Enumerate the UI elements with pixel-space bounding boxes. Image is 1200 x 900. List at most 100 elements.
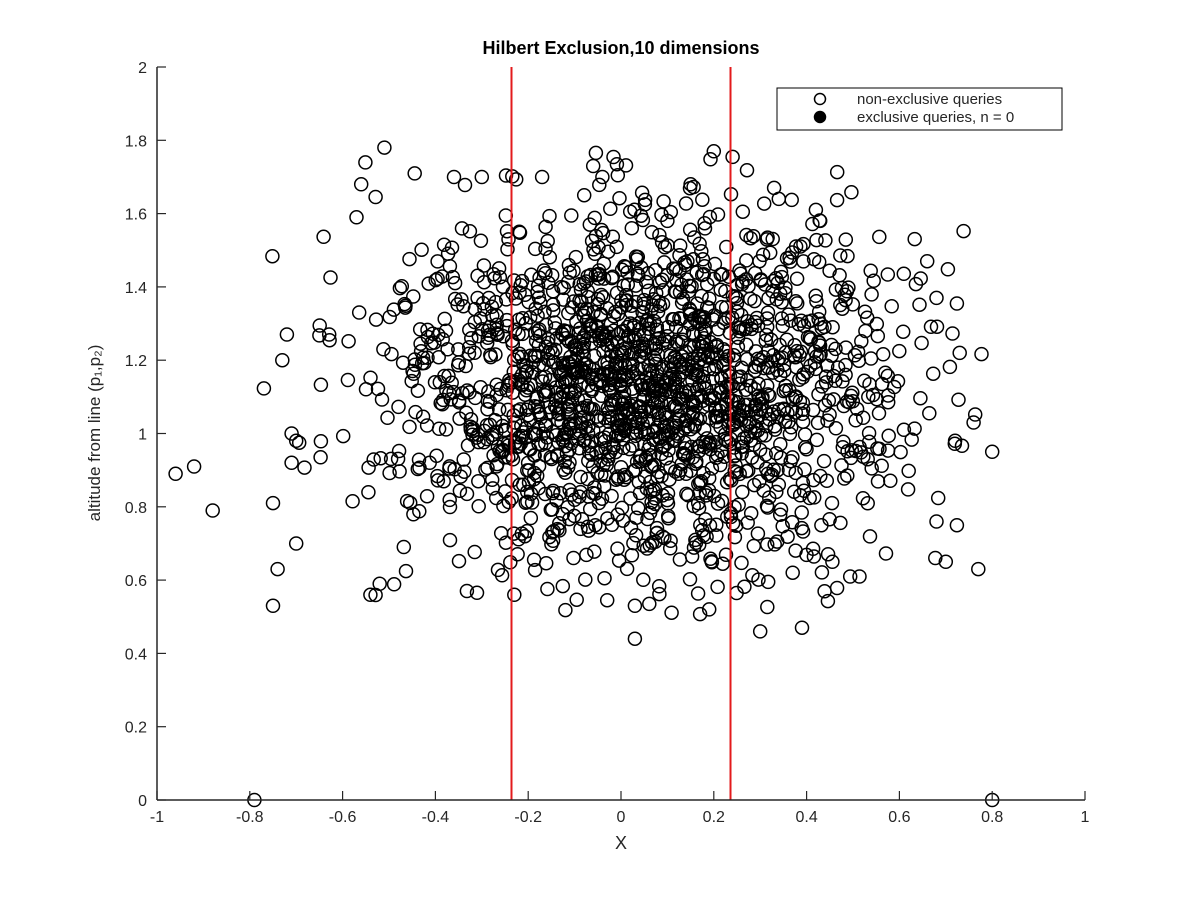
non-exclusive-point [643, 459, 659, 474]
non-exclusive-point [505, 385, 520, 400]
non-exclusive-point [908, 276, 924, 292]
non-exclusive-point [459, 583, 475, 599]
non-exclusive-point [667, 351, 683, 366]
legend-marker-non-exclusive [813, 92, 827, 106]
non-exclusive-point [862, 529, 878, 544]
non-exclusive-point [744, 450, 760, 465]
non-exclusive-point [581, 378, 596, 393]
non-exclusive-point [913, 390, 928, 406]
non-exclusive-point [408, 404, 423, 420]
non-exclusive-point [739, 337, 754, 352]
non-exclusive-point [728, 448, 743, 463]
non-exclusive-point [835, 439, 851, 455]
non-exclusive-point [594, 388, 609, 404]
non-exclusive-point [860, 496, 875, 511]
non-exclusive-point [733, 369, 748, 384]
non-exclusive-point [368, 189, 383, 205]
non-exclusive-point [697, 221, 713, 236]
non-exclusive-point [427, 375, 443, 390]
non-exclusive-point [684, 549, 700, 564]
non-exclusive-point [630, 249, 646, 265]
non-exclusive-point [669, 272, 684, 288]
non-exclusive-point [923, 319, 939, 335]
non-exclusive-point [552, 516, 567, 531]
non-exclusive-point [527, 241, 543, 257]
non-exclusive-point [788, 465, 803, 481]
non-exclusive-point [599, 592, 615, 608]
non-exclusive-point [496, 498, 511, 514]
non-exclusive-point [713, 408, 729, 424]
non-exclusive-point [603, 201, 618, 217]
non-exclusive-point [597, 570, 612, 586]
non-exclusive-point [558, 602, 573, 618]
non-exclusive-point [627, 419, 643, 435]
axes: -1 -0.8 -0.6 -0.4 -0.2 0 0.2 0.4 0.6 0.8 1 0 0.2 0.4 0… [125, 60, 1090, 826]
non-exclusive-point [714, 493, 730, 509]
non-exclusive-point [820, 413, 835, 428]
non-exclusive-point [617, 259, 632, 274]
non-exclusive-point [678, 196, 694, 211]
non-exclusive-point [707, 256, 723, 272]
non-exclusive-point [803, 358, 818, 373]
non-exclusive-point [456, 298, 471, 314]
non-exclusive-point [566, 294, 581, 309]
non-exclusive-point [817, 584, 832, 599]
non-exclusive-point [587, 544, 602, 559]
non-exclusive-point [766, 273, 781, 289]
non-exclusive-point [519, 402, 534, 418]
non-exclusive-point [581, 401, 597, 416]
non-exclusive-point [566, 550, 581, 566]
non-exclusive-point [913, 271, 928, 286]
non-exclusive-point [542, 208, 557, 224]
non-exclusive-point [841, 280, 856, 295]
non-exclusive-point [922, 406, 937, 421]
non-exclusive-point [619, 561, 635, 577]
non-exclusive-point [521, 463, 537, 478]
non-exclusive-point [808, 288, 823, 304]
non-exclusive-point [893, 444, 908, 460]
non-exclusive-point [794, 313, 809, 328]
non-exclusive-point [743, 230, 758, 246]
non-exclusive-point [794, 520, 809, 536]
non-exclusive-point [507, 415, 523, 430]
non-exclusive-point [614, 397, 630, 412]
non-exclusive-point [759, 498, 775, 514]
non-exclusive-point [467, 390, 483, 406]
non-exclusive-point [435, 332, 450, 347]
non-exclusive-point [872, 229, 887, 245]
x-tick-label: -0.6 [329, 809, 357, 826]
non-exclusive-point [313, 450, 328, 465]
non-exclusive-point [641, 283, 656, 298]
non-exclusive-point [642, 377, 658, 393]
non-exclusive-point [713, 282, 728, 297]
non-exclusive-point [571, 325, 587, 341]
non-exclusive-point [392, 280, 408, 296]
non-exclusive-point [857, 304, 873, 319]
non-exclusive-point [737, 579, 752, 594]
non-exclusive-point [811, 387, 826, 402]
non-exclusive-point [628, 278, 644, 293]
non-exclusive-point [593, 431, 609, 447]
non-exclusive-point [967, 407, 983, 422]
non-exclusive-point [900, 482, 916, 497]
exclusion-lines [510, 67, 732, 800]
non-exclusive-point [373, 451, 388, 466]
x-tick-label: 0.4 [795, 809, 817, 826]
non-exclusive-point [812, 213, 828, 229]
non-exclusive-point [623, 491, 638, 506]
non-exclusive-point [865, 387, 881, 403]
non-exclusive-point [837, 471, 852, 486]
non-exclusive-point [592, 177, 607, 193]
non-exclusive-point [984, 444, 1000, 460]
non-exclusive-point [816, 453, 832, 469]
non-exclusive-point [588, 145, 604, 161]
non-exclusive-point [493, 526, 509, 541]
non-exclusive-point [807, 344, 823, 359]
non-exclusive-point [952, 345, 967, 361]
non-exclusive-point [655, 360, 671, 375]
non-exclusive-point [686, 179, 701, 195]
non-exclusive-point [438, 323, 454, 339]
non-exclusive-point [653, 379, 668, 394]
non-exclusive-point [836, 398, 852, 414]
non-exclusive-point [436, 237, 452, 252]
